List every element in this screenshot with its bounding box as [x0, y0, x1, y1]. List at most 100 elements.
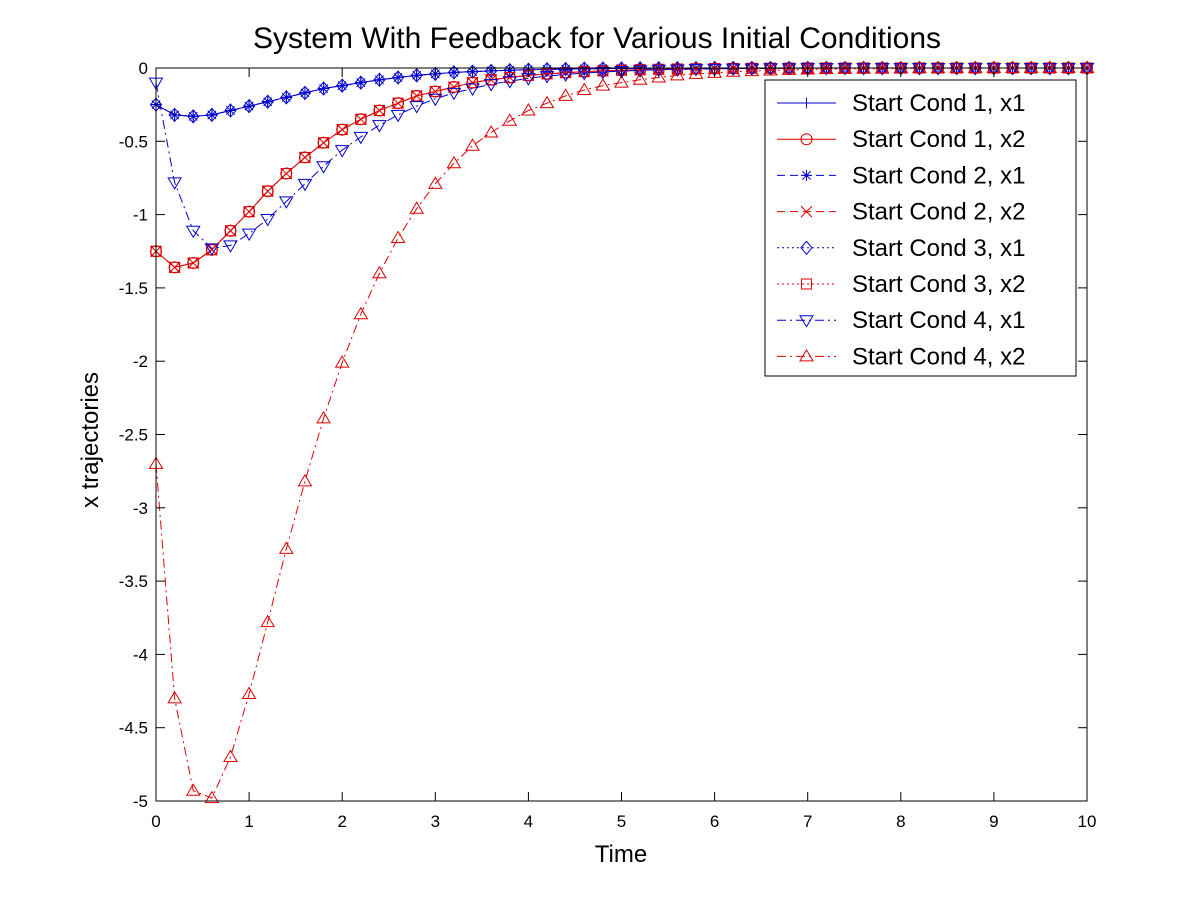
data-point — [558, 88, 574, 101]
data-point — [354, 75, 367, 90]
legend-label: Start Cond 2, x1 — [852, 162, 1025, 189]
y-tick-label: 0 — [139, 59, 148, 78]
y-tick-label: -5 — [133, 792, 148, 811]
x-tick-label: 3 — [431, 812, 440, 831]
data-point — [595, 66, 611, 80]
data-point — [392, 72, 404, 84]
data-point — [558, 69, 574, 82]
data-point — [651, 64, 667, 78]
data-point — [483, 79, 499, 92]
data-point — [372, 120, 387, 133]
data-point — [373, 105, 385, 117]
series-8 — [148, 60, 1095, 804]
data-point — [429, 85, 441, 97]
data-point — [336, 80, 348, 92]
data-point — [373, 74, 385, 86]
data-point — [353, 306, 369, 320]
data-point — [409, 101, 425, 114]
legend-entry: Start Cond 4, x2 — [777, 343, 1025, 370]
data-point — [539, 95, 555, 109]
legend-label: Start Cond 3, x1 — [852, 235, 1025, 262]
data-point — [280, 90, 293, 105]
y-tick-label: -3 — [133, 499, 148, 518]
data-point — [930, 63, 946, 76]
data-point — [1005, 60, 1020, 73]
series-line — [155, 67, 1087, 268]
data-point — [427, 93, 443, 107]
data-point — [502, 76, 518, 89]
data-point — [467, 66, 479, 78]
data-point — [411, 69, 423, 81]
legend-entry: Start Cond 1, x2 — [777, 126, 1025, 153]
data-point — [392, 97, 404, 109]
data-point — [224, 224, 237, 237]
data-point — [204, 790, 220, 804]
data-point — [278, 196, 294, 209]
data-point — [465, 83, 480, 97]
data-point — [169, 261, 181, 273]
data-point — [483, 125, 499, 138]
data-point — [595, 78, 611, 91]
data-point — [446, 87, 462, 101]
data-point — [669, 67, 685, 81]
data-point — [653, 63, 665, 75]
x-tick-label: 4 — [524, 812, 533, 831]
y-axis-label: x trajectories — [77, 372, 104, 508]
y-tick-label: -4 — [133, 645, 148, 664]
data-point — [336, 78, 349, 93]
data-point — [912, 63, 927, 76]
data-point — [967, 60, 983, 74]
data-point — [409, 201, 425, 214]
data-point — [763, 63, 778, 76]
data-point — [297, 178, 313, 192]
y-tick-label: -2 — [133, 352, 148, 371]
data-point — [317, 81, 330, 96]
data-point — [318, 137, 330, 149]
legend-entry: Start Cond 1, x1 — [777, 90, 1025, 117]
data-point — [168, 107, 181, 123]
legend-marker — [801, 169, 812, 181]
legend-marker — [800, 133, 813, 146]
data-point — [336, 124, 348, 136]
data-point — [223, 240, 238, 253]
data-point — [725, 63, 741, 77]
data-point — [485, 65, 497, 77]
x-tick-label: 2 — [337, 812, 346, 831]
legend-label: Start Cond 4, x2 — [852, 343, 1025, 370]
data-point — [241, 228, 257, 242]
series-line — [155, 67, 1087, 117]
y-axis: 0 -0.5 -1 -1.5 -2 -2.5 -3 -3.5 -4 -4.5 -5 — [119, 59, 1087, 811]
legend-marker — [800, 205, 813, 218]
data-point — [671, 60, 684, 76]
data-point — [410, 68, 423, 83]
data-point — [206, 109, 218, 121]
data-point — [299, 87, 311, 99]
data-point — [1005, 63, 1020, 76]
y-tick-label: -2.5 — [119, 426, 148, 445]
x-tick-label: 8 — [896, 812, 905, 831]
x-axis-label: Time — [595, 841, 647, 868]
data-point — [299, 151, 311, 164]
data-point — [355, 113, 367, 125]
legend-entry: Start Cond 2, x2 — [777, 199, 1025, 226]
x-tick-label: 0 — [151, 812, 160, 831]
data-point — [559, 61, 572, 77]
data-point — [297, 473, 313, 487]
data-point — [671, 63, 683, 75]
data-point — [260, 614, 276, 628]
data-point — [278, 541, 294, 554]
data-point — [1023, 63, 1039, 76]
legend-label: Start Cond 1, x2 — [852, 126, 1025, 153]
data-point — [429, 66, 442, 82]
data-point — [1042, 63, 1058, 76]
data-point — [280, 167, 293, 180]
data-point — [448, 66, 460, 78]
data-point — [224, 225, 236, 237]
data-point — [725, 64, 741, 77]
data-point — [521, 103, 536, 116]
series-line — [155, 67, 1087, 799]
data-point — [187, 109, 200, 124]
data-point — [614, 75, 629, 88]
data-point — [242, 98, 256, 114]
